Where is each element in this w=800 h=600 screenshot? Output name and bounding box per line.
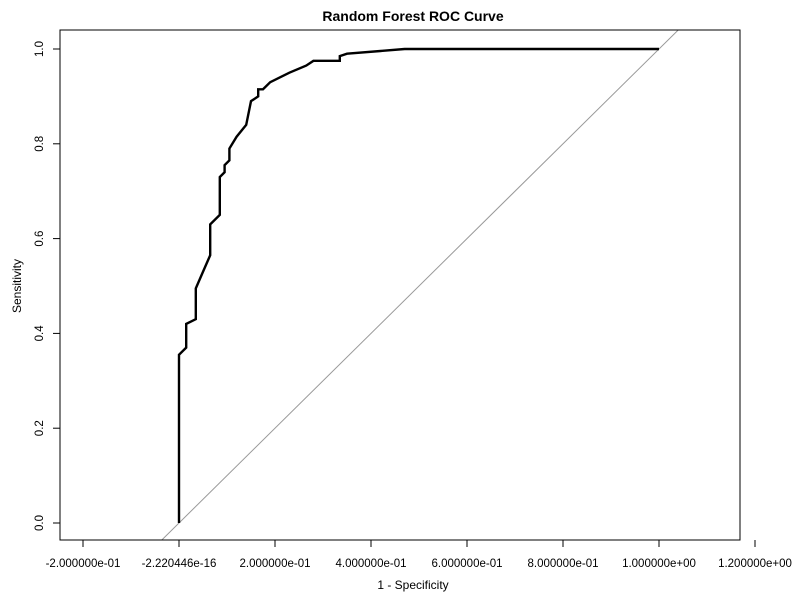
x-tick-label: 4.000000e-01 bbox=[336, 558, 407, 570]
plot-frame bbox=[59, 29, 741, 541]
y-axis-label: Sensitivity bbox=[10, 259, 24, 313]
y-tick-label: 0.0 bbox=[34, 515, 46, 531]
x-tick-label: -2.220446e-16 bbox=[142, 558, 217, 570]
y-tick-label: 0.8 bbox=[34, 136, 46, 152]
x-tick-label: 1.000000e+00 bbox=[622, 558, 696, 570]
x-tick-label: 1.200000e+00 bbox=[718, 558, 792, 570]
y-tick-label: 0.4 bbox=[34, 325, 46, 342]
x-axis-label: 1 - Specificity bbox=[377, 578, 448, 592]
y-tick-label: 1.0 bbox=[34, 41, 46, 57]
x-tick-label: 8.000000e-01 bbox=[528, 558, 599, 570]
roc-curve-line bbox=[177, 47, 659, 523]
x-tick-label: 2.000000e-01 bbox=[240, 558, 311, 570]
plot-area bbox=[161, 30, 679, 540]
x-tick-label: -2.000000e-01 bbox=[46, 558, 121, 570]
chart-title: Random Forest ROC Curve bbox=[322, 8, 503, 24]
y-tick-label: 0.6 bbox=[34, 231, 46, 247]
reference-diagonal-line bbox=[161, 30, 679, 540]
axes: -2.000000e-01 -2.220446e-16 2.000000e-01 4.… bbox=[34, 41, 792, 570]
x-tick-label: 6.000000e-01 bbox=[432, 558, 503, 570]
y-tick-label: 0.2 bbox=[34, 420, 46, 436]
